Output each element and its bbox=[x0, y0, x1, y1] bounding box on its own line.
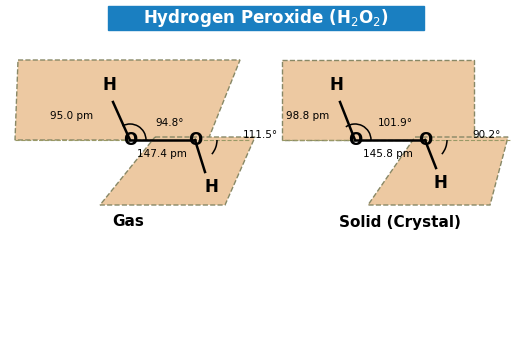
Text: 145.8 pm: 145.8 pm bbox=[363, 149, 413, 159]
Polygon shape bbox=[282, 60, 474, 140]
Text: 94.8°: 94.8° bbox=[155, 118, 184, 128]
Text: H: H bbox=[102, 76, 116, 94]
Text: O: O bbox=[348, 131, 362, 149]
Text: 111.5°: 111.5° bbox=[243, 130, 278, 140]
Text: H: H bbox=[433, 174, 447, 192]
Text: Hydrogen Peroxide (H$_2$O$_2$): Hydrogen Peroxide (H$_2$O$_2$) bbox=[143, 7, 389, 29]
Polygon shape bbox=[100, 137, 255, 205]
Polygon shape bbox=[15, 60, 240, 140]
Text: H: H bbox=[329, 76, 343, 94]
Text: 147.4 pm: 147.4 pm bbox=[137, 149, 187, 159]
Polygon shape bbox=[368, 137, 508, 205]
Text: 98.8 pm: 98.8 pm bbox=[286, 111, 330, 121]
Text: H: H bbox=[204, 178, 218, 196]
Text: Gas: Gas bbox=[112, 215, 144, 230]
Text: Solid (Crystal): Solid (Crystal) bbox=[339, 215, 461, 230]
Text: O: O bbox=[188, 131, 202, 149]
Text: 90.2°: 90.2° bbox=[472, 130, 500, 140]
Text: O: O bbox=[418, 131, 432, 149]
FancyBboxPatch shape bbox=[108, 6, 424, 30]
Text: 95.0 pm: 95.0 pm bbox=[50, 111, 94, 121]
Text: 101.9°: 101.9° bbox=[378, 118, 413, 128]
Text: O: O bbox=[123, 131, 137, 149]
